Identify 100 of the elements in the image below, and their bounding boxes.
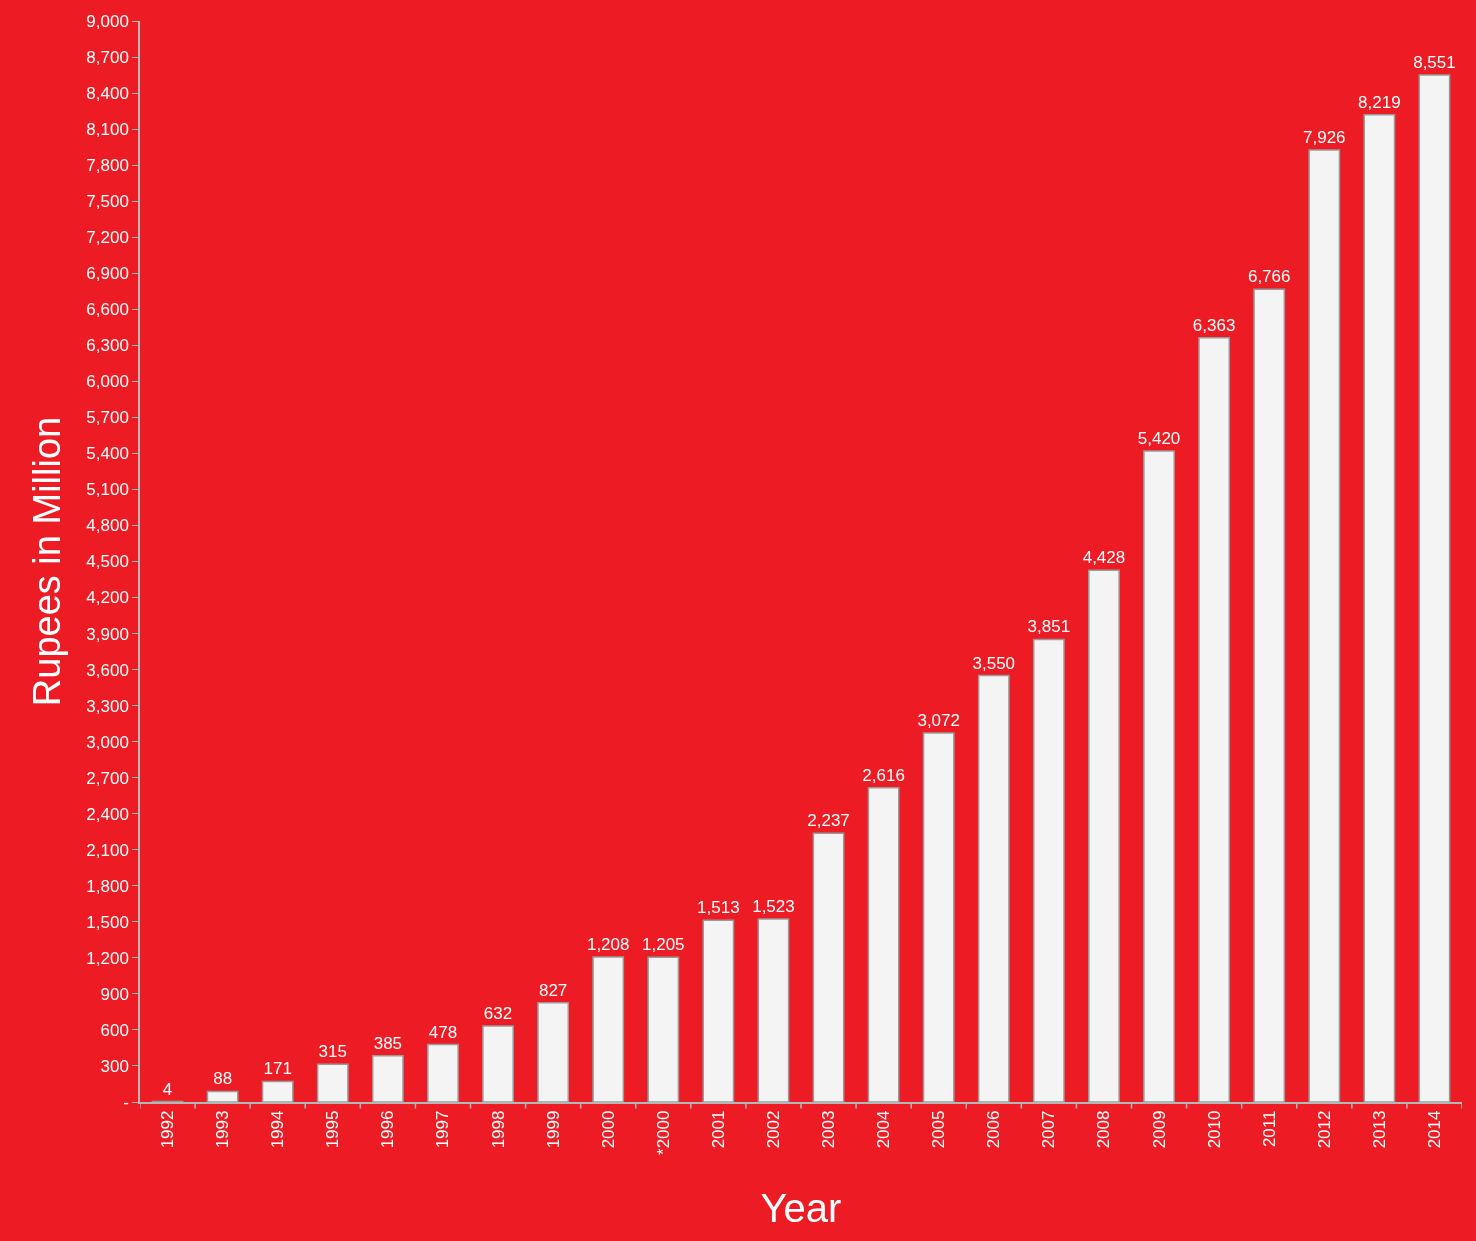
data-label: 3,851 bbox=[1027, 617, 1071, 637]
bar bbox=[867, 787, 900, 1102]
data-label: 2,237 bbox=[807, 811, 850, 831]
bar bbox=[592, 956, 625, 1102]
bar bbox=[1143, 450, 1175, 1102]
x-tick-label: 1997 bbox=[433, 1110, 453, 1149]
data-label: 1,205 bbox=[642, 935, 685, 955]
data-label: 3,072 bbox=[917, 711, 960, 731]
x-tick-label: 1994 bbox=[268, 1110, 288, 1149]
x-tick-label: 2014 bbox=[1424, 1110, 1444, 1149]
y-tick-label: 5,400 bbox=[86, 444, 129, 464]
x-tick-label: 2004 bbox=[874, 1110, 894, 1149]
data-label: 8,219 bbox=[1358, 92, 1401, 112]
x-tick-label: 2005 bbox=[929, 1110, 949, 1149]
data-label: 7,926 bbox=[1303, 128, 1346, 147]
bar bbox=[702, 919, 735, 1102]
y-tick-label: 6,600 bbox=[86, 300, 129, 320]
x-tick-label: 2013 bbox=[1369, 1110, 1389, 1149]
bar bbox=[977, 674, 1010, 1102]
x-tick-label: 2003 bbox=[819, 1110, 839, 1149]
y-tick-label: 1,500 bbox=[86, 912, 129, 932]
bar bbox=[482, 1025, 514, 1102]
data-label: 8,551 bbox=[1413, 52, 1456, 72]
y-tick-label: 3,000 bbox=[86, 732, 129, 752]
data-label: 3,550 bbox=[972, 653, 1016, 673]
y-tick-label: 8,100 bbox=[86, 120, 129, 140]
y-tick-label: 4,500 bbox=[86, 552, 129, 572]
x-tick-label: 1995 bbox=[323, 1110, 343, 1149]
data-label: 4,428 bbox=[1082, 548, 1126, 568]
bar bbox=[206, 1090, 239, 1102]
y-tick-label: 300 bbox=[100, 1056, 129, 1076]
x-tick-label: 2012 bbox=[1314, 1110, 1334, 1149]
bar bbox=[757, 918, 790, 1102]
y-tick-label: 1,200 bbox=[86, 948, 129, 968]
data-label: 315 bbox=[318, 1042, 347, 1062]
data-label: 171 bbox=[263, 1059, 292, 1079]
bar bbox=[1088, 569, 1120, 1102]
y-tick-label: 8,700 bbox=[86, 47, 129, 67]
y-tick-label: 3,300 bbox=[86, 696, 129, 716]
x-axis-title: Year bbox=[760, 1185, 842, 1230]
bar bbox=[1308, 149, 1341, 1102]
y-tick-label: 7,500 bbox=[86, 192, 129, 212]
x-tick-label: 2002 bbox=[763, 1110, 783, 1149]
data-label: 1,513 bbox=[697, 898, 740, 918]
bar bbox=[1418, 74, 1451, 1102]
data-label: 1,208 bbox=[586, 934, 630, 954]
y-tick-label: 3,900 bbox=[86, 624, 129, 644]
data-label: 88 bbox=[213, 1069, 233, 1089]
y-tick-label: 2,100 bbox=[86, 840, 129, 860]
bar bbox=[812, 832, 845, 1102]
x-tick-label: 1996 bbox=[378, 1110, 398, 1149]
x-tick-label: 2010 bbox=[1204, 1110, 1224, 1149]
y-tick-label: 6,000 bbox=[86, 372, 129, 392]
x-tick-label: *2000 bbox=[653, 1110, 673, 1155]
x-tick-label: 1993 bbox=[213, 1110, 233, 1149]
bar bbox=[922, 732, 955, 1102]
data-label: 1,523 bbox=[752, 897, 795, 917]
bar bbox=[1032, 638, 1065, 1102]
x-tick-label: 2007 bbox=[1039, 1110, 1059, 1149]
data-label: 6,766 bbox=[1247, 267, 1291, 287]
y-tick-label: 4,800 bbox=[86, 516, 129, 536]
y-tick-label: 600 bbox=[100, 1020, 129, 1040]
y-tick-label: 5,100 bbox=[86, 480, 129, 500]
y-tick-label: 5,700 bbox=[86, 408, 129, 428]
data-label: 478 bbox=[428, 1022, 458, 1042]
y-tick-label: 9,000 bbox=[86, 11, 129, 31]
bar bbox=[537, 1001, 570, 1102]
y-tick-label: 8,400 bbox=[86, 84, 129, 104]
bar bbox=[371, 1055, 404, 1102]
y-tick-label: - bbox=[123, 1092, 129, 1112]
y-tick-label: 7,200 bbox=[86, 228, 129, 248]
bar bbox=[1198, 336, 1231, 1102]
x-tick-label: 2008 bbox=[1094, 1110, 1114, 1149]
x-tick-label: 2001 bbox=[708, 1110, 728, 1149]
bar bbox=[1253, 288, 1286, 1102]
y-tick-label: 6,300 bbox=[86, 336, 129, 356]
data-label: 385 bbox=[373, 1033, 403, 1053]
y-tick-label: 900 bbox=[100, 984, 129, 1004]
bar bbox=[316, 1063, 349, 1102]
data-label: 5,420 bbox=[1137, 429, 1181, 448]
y-axis-title: Rupees in Million bbox=[26, 416, 68, 707]
y-tick-label: 4,200 bbox=[86, 588, 129, 608]
bar bbox=[427, 1043, 459, 1102]
data-label: 6,363 bbox=[1192, 315, 1236, 335]
data-label: 4 bbox=[162, 1079, 173, 1099]
data-label: 827 bbox=[538, 980, 568, 1000]
x-tick-label: 2011 bbox=[1259, 1110, 1279, 1148]
data-label: 2,616 bbox=[862, 765, 905, 785]
x-tick-label: 2009 bbox=[1149, 1110, 1169, 1149]
y-tick-label: 2,700 bbox=[86, 768, 129, 788]
y-tick-label: 6,900 bbox=[86, 264, 129, 284]
y-tick-label: 3,600 bbox=[86, 660, 129, 680]
y-tick-label: 1,800 bbox=[86, 876, 129, 896]
bar bbox=[647, 956, 680, 1102]
x-tick-label: 1992 bbox=[158, 1110, 178, 1149]
bar bbox=[1363, 114, 1396, 1102]
x-tick-label: 2000 bbox=[598, 1110, 618, 1149]
x-tick-label: 1998 bbox=[488, 1110, 508, 1149]
bar bbox=[261, 1080, 294, 1102]
data-label: 632 bbox=[483, 1004, 513, 1024]
